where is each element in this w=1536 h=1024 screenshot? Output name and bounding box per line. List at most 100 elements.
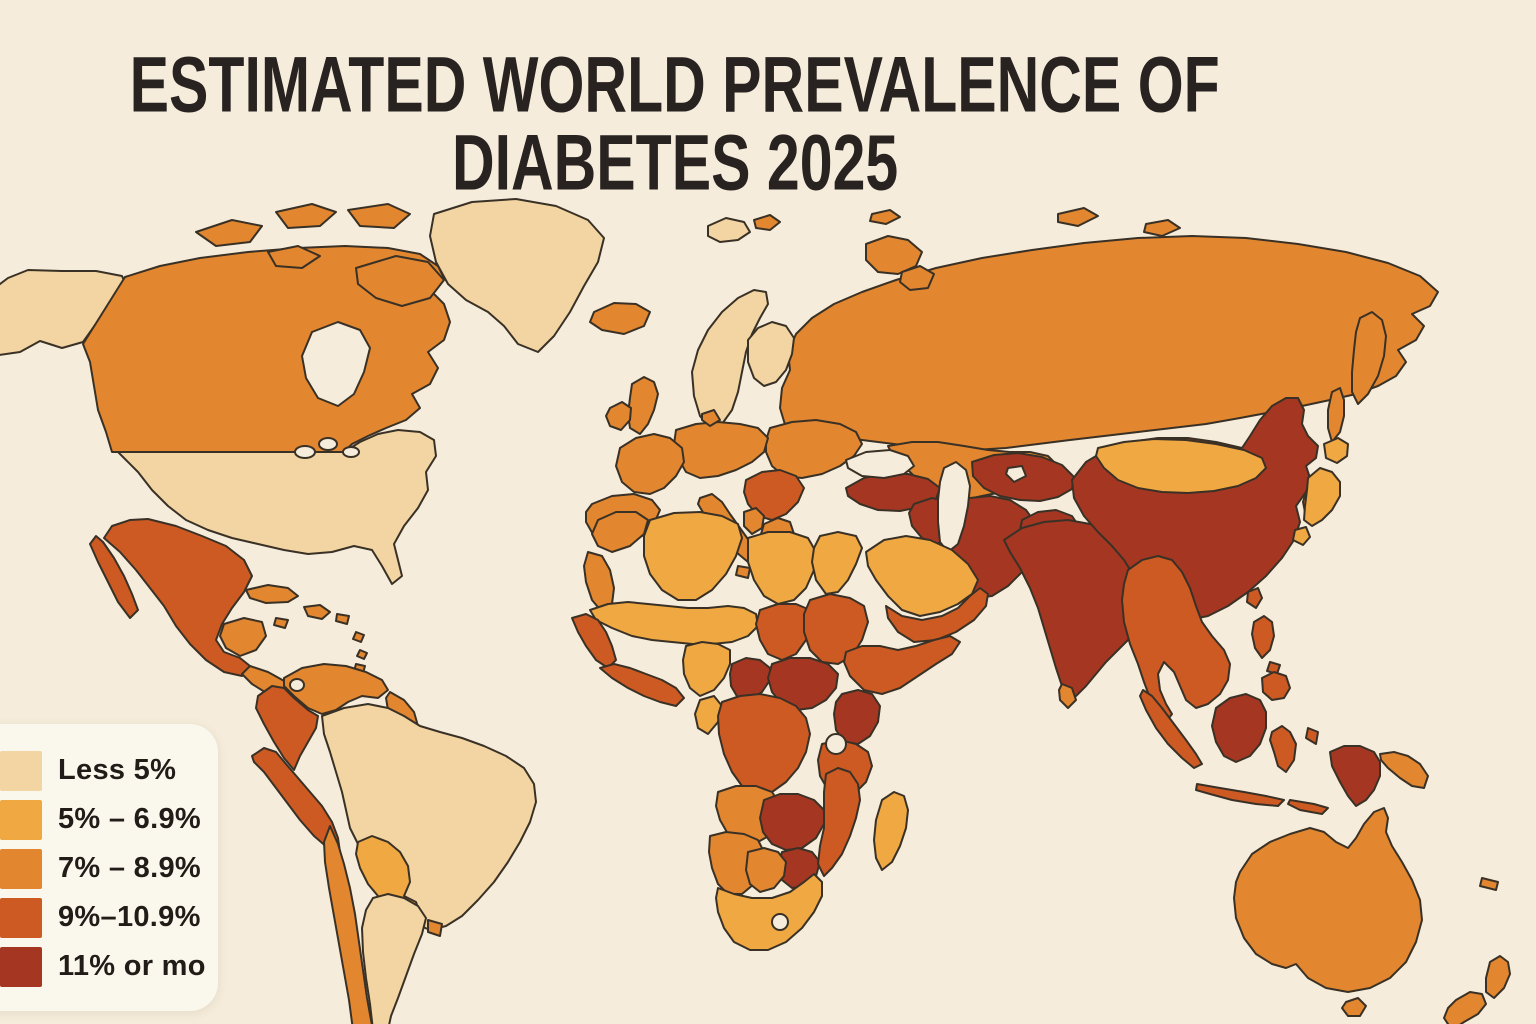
region-eastern-europe (765, 419, 863, 479)
region-yucatan (219, 617, 267, 657)
region-hudson-bay (301, 321, 371, 407)
region-great-lakes (294, 445, 316, 459)
region-drc (717, 693, 811, 795)
region-japan-hokkaido (1323, 437, 1349, 464)
legend-panel: Less 5% 5% – 6.9% 7% – 8.9% 9%–10.9% 11% or … (0, 724, 218, 1011)
region-arctic-islands (347, 203, 411, 229)
region-arctic-islands (267, 245, 321, 269)
legend-item: Less 5% (0, 746, 218, 795)
region-arctic-islands-ru (1143, 219, 1181, 237)
legend-item: 7% – 8.9% (0, 844, 218, 893)
region-horn-of-africa (843, 635, 961, 695)
region-svalbard (707, 217, 751, 243)
region-sulawesi (1269, 725, 1297, 773)
region-new-guinea-east (1379, 751, 1429, 789)
legend-item: 9%–10.9% (0, 893, 218, 942)
region-lesser-sunda (1287, 799, 1329, 815)
region-great-lakes (342, 446, 360, 458)
region-madagascar (873, 791, 909, 871)
region-lake-maracaibo (289, 678, 305, 692)
region-tasmania (1341, 997, 1367, 1017)
region-canada (82, 245, 451, 453)
region-usa (117, 429, 437, 585)
legend-color-swatch (0, 750, 42, 791)
region-novaya-zemlya (865, 235, 923, 275)
legend-color-swatch (0, 946, 42, 987)
region-arctic-islands (275, 203, 337, 229)
region-puerto-rico (335, 613, 350, 625)
region-tunisia (743, 507, 765, 535)
region-nigeria (682, 641, 731, 697)
region-south-africa (715, 873, 823, 951)
region-guinea-coast (599, 663, 685, 707)
legend-label: 7% – 8.9% (58, 852, 201, 884)
region-moluccas (1305, 727, 1319, 745)
region-philippines-mindanao (1261, 671, 1291, 701)
region-aral-sea (1005, 465, 1027, 483)
region-new-guinea-west (1329, 745, 1381, 807)
region-colombia (255, 685, 319, 771)
region-sumatra (1139, 689, 1203, 769)
region-sicily (735, 565, 751, 579)
region-baja-california (89, 535, 139, 619)
legend-label: 9%–10.9% (58, 901, 201, 933)
region-lesser-antilles (352, 631, 365, 643)
region-great-lakes (318, 437, 338, 451)
region-jamaica (273, 617, 289, 629)
region-denmark (701, 409, 721, 427)
region-chile (323, 825, 373, 1024)
region-philippines-luzon (1251, 615, 1275, 659)
region-libya (747, 531, 817, 605)
region-uruguay (427, 919, 443, 937)
region-sri-lanka (1058, 683, 1077, 709)
region-cuba (245, 584, 299, 604)
region-novaya-zemlya (899, 265, 935, 291)
region-iceland (589, 302, 651, 335)
region-saudi-arabia (865, 535, 979, 617)
region-russia (779, 235, 1439, 451)
region-mozambique (817, 767, 861, 877)
region-australia (1233, 807, 1423, 993)
region-new-caledonia (1479, 877, 1499, 891)
region-venezuela (283, 663, 389, 715)
region-cameroon (729, 657, 771, 701)
region-java (1195, 783, 1285, 807)
region-morocco (591, 511, 649, 553)
legend-label: 5% – 6.9% (58, 803, 201, 835)
region-svalbard-east (753, 214, 781, 231)
region-uk (627, 376, 659, 435)
region-arctic-islands-ru (1057, 207, 1099, 227)
region-egypt (811, 531, 863, 595)
region-zambia (759, 793, 825, 851)
legend-color-swatch (0, 897, 42, 938)
region-lesser-antilles (356, 649, 368, 660)
region-car-south-sudan (767, 657, 839, 711)
region-arctic-islands-ru (869, 209, 901, 225)
region-congo-gabon (694, 695, 723, 735)
region-hispaniola (303, 604, 331, 620)
region-argentina (361, 893, 427, 1024)
region-ireland (605, 401, 632, 431)
region-finland (747, 321, 795, 387)
region-balkans (743, 469, 805, 521)
region-baffin-island (355, 255, 445, 307)
legend-color-swatch (0, 799, 42, 840)
region-botswana (745, 847, 787, 893)
region-central-europe (673, 421, 769, 479)
region-sahel-band (589, 601, 759, 645)
region-senegal-guinea (571, 613, 617, 669)
region-lake-victoria (825, 733, 847, 755)
legend-color-swatch (0, 848, 42, 889)
region-kamchatka (1351, 311, 1387, 405)
legend-item: 5% – 6.9% (0, 795, 218, 844)
region-borneo (1211, 693, 1267, 763)
region-mongolia (1095, 438, 1267, 494)
legend-item: 11% or mo (0, 942, 218, 991)
region-yemen-oman (885, 587, 989, 643)
region-lesotho (771, 913, 789, 931)
region-new-zealand-north (1485, 955, 1511, 999)
region-new-zealand-south (1443, 991, 1487, 1024)
region-arctic-islands (195, 219, 263, 247)
